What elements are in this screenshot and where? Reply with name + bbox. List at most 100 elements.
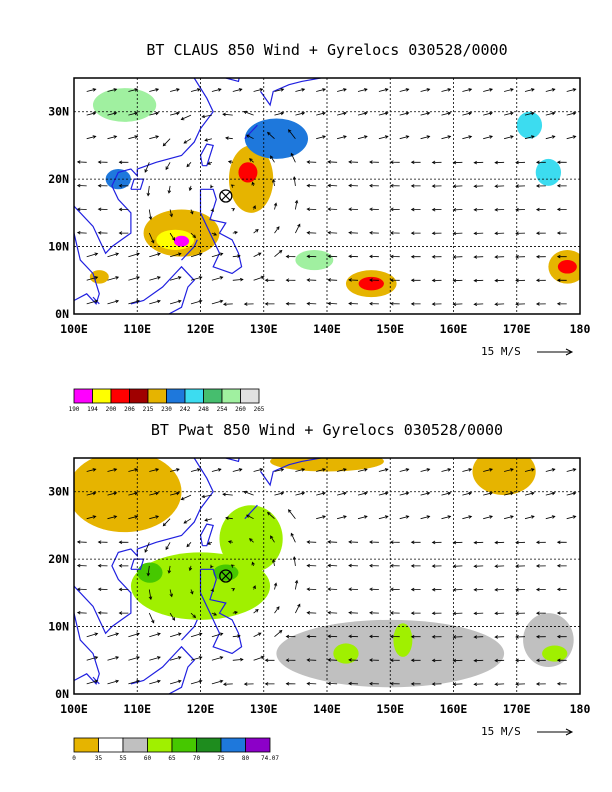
wind-vector bbox=[149, 491, 160, 496]
wind-vector bbox=[462, 111, 473, 116]
field-region bbox=[535, 158, 562, 186]
wind-vector bbox=[285, 681, 296, 686]
wind-vector bbox=[232, 88, 243, 92]
wind-vector bbox=[264, 278, 275, 283]
wind-vector bbox=[86, 656, 99, 661]
wind-vector bbox=[274, 491, 285, 496]
wind-vector bbox=[190, 88, 201, 92]
wind-vector bbox=[316, 468, 327, 472]
wind-vector bbox=[266, 511, 275, 519]
wind-vector bbox=[431, 255, 442, 259]
wind-vector bbox=[399, 491, 410, 496]
wind-vector bbox=[420, 88, 431, 92]
wind-vector bbox=[327, 540, 338, 544]
x-tick-label: 140E bbox=[313, 702, 341, 716]
wind-vector bbox=[420, 515, 431, 520]
wind-vector bbox=[253, 632, 262, 638]
wind-vector bbox=[128, 276, 140, 281]
wind-vector bbox=[348, 301, 359, 306]
wind-vector bbox=[169, 252, 182, 258]
wind-vector bbox=[274, 606, 280, 614]
wind-vector bbox=[545, 515, 556, 520]
wind-vector bbox=[369, 587, 379, 592]
wind-vector bbox=[494, 184, 505, 188]
wind-vector bbox=[167, 185, 172, 194]
wind-vector bbox=[107, 88, 118, 92]
wind-vector bbox=[504, 111, 514, 116]
wind-vector bbox=[118, 231, 129, 235]
wind-vector bbox=[162, 138, 171, 147]
wind-vector bbox=[535, 540, 546, 545]
wind-vector bbox=[369, 278, 379, 282]
wind-vector bbox=[441, 111, 452, 116]
colorbar-swatch bbox=[245, 737, 271, 753]
wind-vector bbox=[473, 302, 484, 306]
colorbar-swatch bbox=[184, 388, 204, 404]
wind-vector bbox=[180, 494, 192, 501]
wind-vector bbox=[107, 135, 118, 140]
wind-vector bbox=[222, 492, 233, 497]
wind-vector bbox=[306, 231, 317, 235]
wind-vector bbox=[211, 612, 218, 616]
wind-vector bbox=[494, 231, 505, 236]
wind-vector bbox=[327, 610, 338, 615]
wind-vector bbox=[169, 656, 182, 661]
wind-vector bbox=[211, 276, 224, 281]
wind-vector bbox=[348, 587, 359, 591]
wind-vector bbox=[230, 184, 235, 188]
wind-vector bbox=[274, 629, 283, 638]
wind-vector bbox=[473, 208, 484, 212]
gyre-location-marker bbox=[219, 189, 233, 203]
wind-vector bbox=[306, 207, 317, 212]
wind-vector bbox=[452, 658, 463, 663]
wind-vector bbox=[357, 111, 368, 116]
wind-vector bbox=[243, 302, 254, 306]
x-tick-label: 170E bbox=[503, 322, 531, 336]
wind-vector bbox=[170, 468, 180, 472]
wind-vector bbox=[118, 611, 129, 615]
wind-vector bbox=[327, 230, 338, 235]
wind-vector bbox=[76, 231, 87, 235]
wind-vector bbox=[462, 515, 473, 520]
wind-vector bbox=[452, 682, 463, 686]
wind-vector bbox=[144, 162, 150, 173]
wind-vector bbox=[441, 468, 452, 472]
coastline-segment bbox=[130, 265, 196, 314]
field-region bbox=[89, 270, 109, 284]
wind-vector bbox=[494, 587, 505, 592]
wind-vector bbox=[378, 135, 389, 140]
wind-vector bbox=[494, 255, 505, 259]
wind-vector bbox=[556, 278, 567, 282]
wind-vector bbox=[535, 587, 546, 592]
wind-vector bbox=[128, 632, 140, 638]
x-tick-label: 160E bbox=[440, 322, 468, 336]
wind-vector bbox=[211, 656, 224, 661]
wind-vector bbox=[169, 589, 173, 598]
wind-vector bbox=[452, 231, 463, 236]
wind-vector bbox=[295, 603, 301, 614]
claus-x-ticks: 100E 110E 120E 130E 140E 150E 160E 170E 180 bbox=[60, 322, 590, 336]
wind-vector bbox=[290, 532, 296, 543]
wind-vector bbox=[378, 111, 389, 116]
wind-vector bbox=[248, 538, 254, 543]
wind-vector bbox=[378, 491, 389, 496]
wind-vector bbox=[245, 514, 254, 520]
field-region bbox=[213, 564, 239, 581]
wind-vector bbox=[494, 207, 505, 212]
pwat-colorbar: 0 35 55 60 65 70 75 80 74.07 bbox=[72, 737, 279, 762]
wind-vector bbox=[369, 540, 379, 544]
wind-vector bbox=[504, 515, 514, 520]
wind-vector bbox=[420, 135, 431, 140]
wind-vector bbox=[118, 207, 129, 212]
wind-vector bbox=[86, 135, 97, 140]
wind-vector bbox=[535, 634, 546, 639]
wind-vector bbox=[210, 184, 214, 189]
wind-vector bbox=[494, 658, 505, 663]
wind-vector bbox=[348, 610, 359, 615]
wind-vector bbox=[148, 209, 153, 221]
wind-vector bbox=[524, 515, 535, 520]
wind-vector bbox=[128, 88, 139, 92]
wind-vector bbox=[431, 682, 442, 686]
pwat-wind-vectors bbox=[76, 468, 577, 686]
wind-vector bbox=[494, 564, 505, 568]
